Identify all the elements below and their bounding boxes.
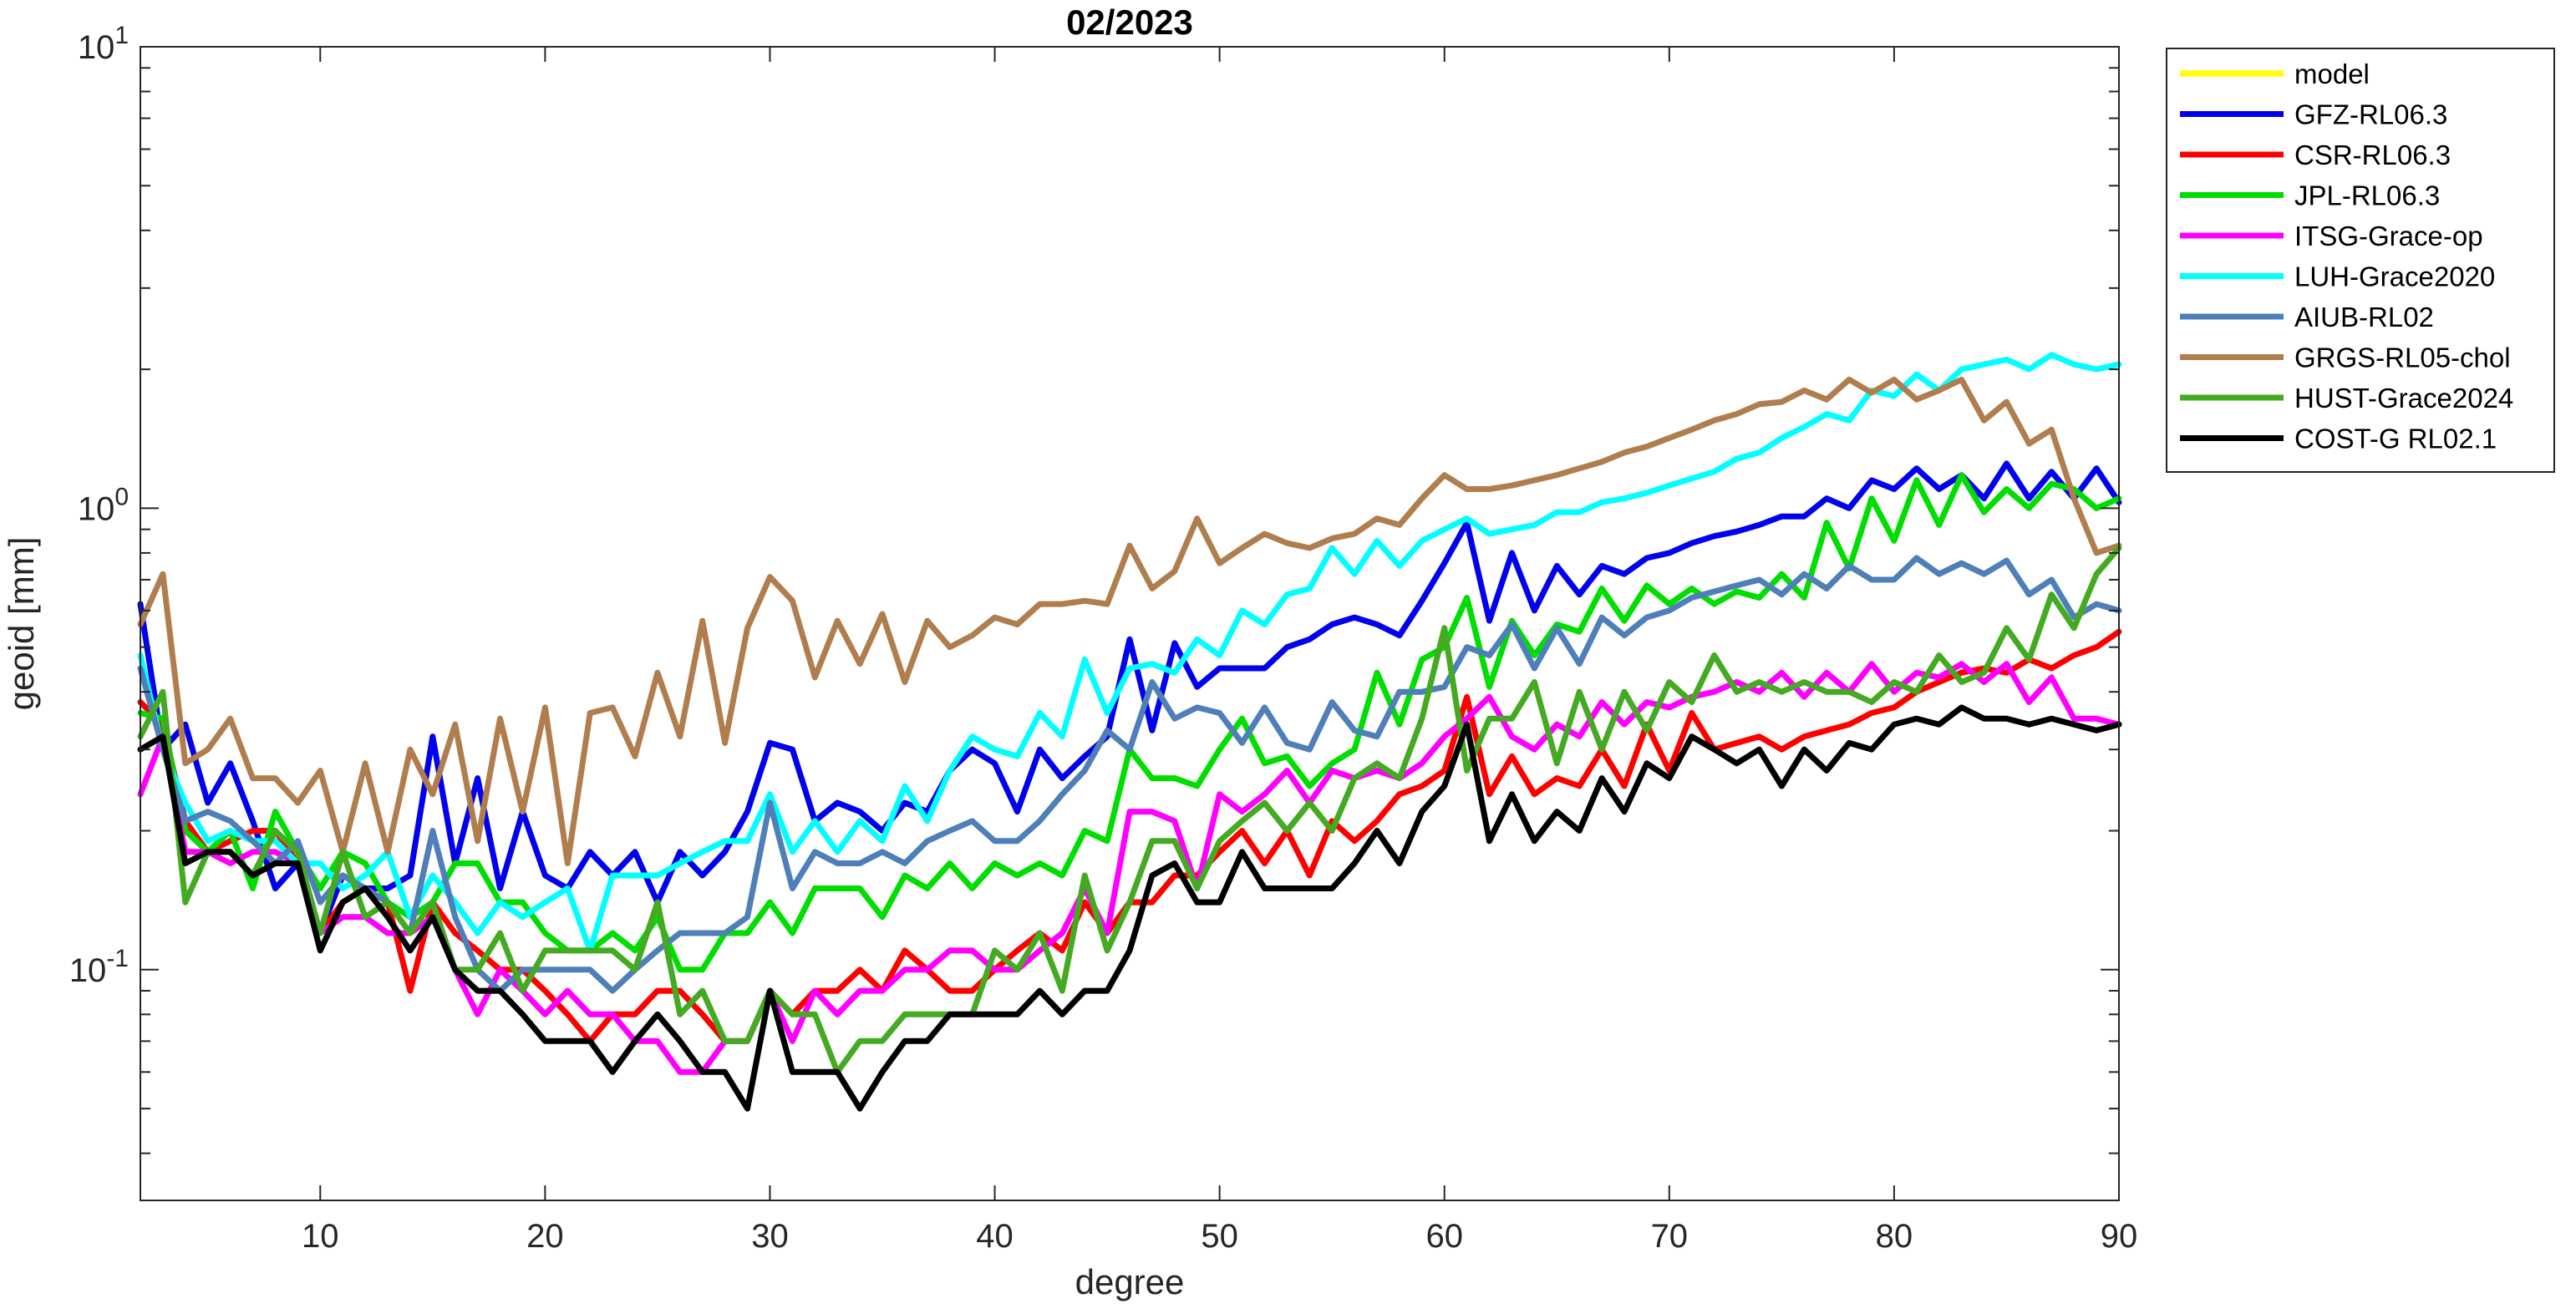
x-axis-title: degree	[1075, 1262, 1185, 1301]
legend-label: model	[2294, 58, 2370, 89]
x-tick-label: 60	[1425, 1218, 1463, 1255]
legend-label: HUST-Grace2024	[2294, 383, 2513, 414]
legend: model GFZ-RL06.3 CSR-RL06.3 JPL-RL06.3 ITSG-…	[2167, 48, 2554, 472]
legend-label: COST-G RL02.1	[2294, 424, 2497, 454]
legend-label: LUH-Grace2020	[2294, 261, 2495, 292]
x-tick-label: 10	[302, 1218, 339, 1255]
y-axis-title: geoid [mm]	[2, 537, 41, 711]
x-tick-label: 50	[1201, 1218, 1238, 1255]
chart-title: 02/2023	[1066, 3, 1193, 42]
x-tick-label: 30	[751, 1218, 789, 1255]
legend-label: GFZ-RL06.3	[2294, 99, 2447, 130]
x-tick-label: 90	[2101, 1218, 2138, 1255]
x-tick-label: 80	[1876, 1218, 1913, 1255]
legend-label: AIUB-RL02	[2294, 302, 2434, 332]
legend-label: CSR-RL06.3	[2294, 140, 2451, 170]
legend-label: ITSG-Grace-op	[2294, 221, 2483, 251]
x-tick-label: 20	[526, 1218, 564, 1255]
legend-label: JPL-RL06.3	[2294, 180, 2440, 211]
x-tick-label: 40	[976, 1218, 1014, 1255]
x-tick-label: 70	[1651, 1218, 1689, 1255]
legend-label: GRGS-RL05-chol	[2294, 342, 2511, 373]
